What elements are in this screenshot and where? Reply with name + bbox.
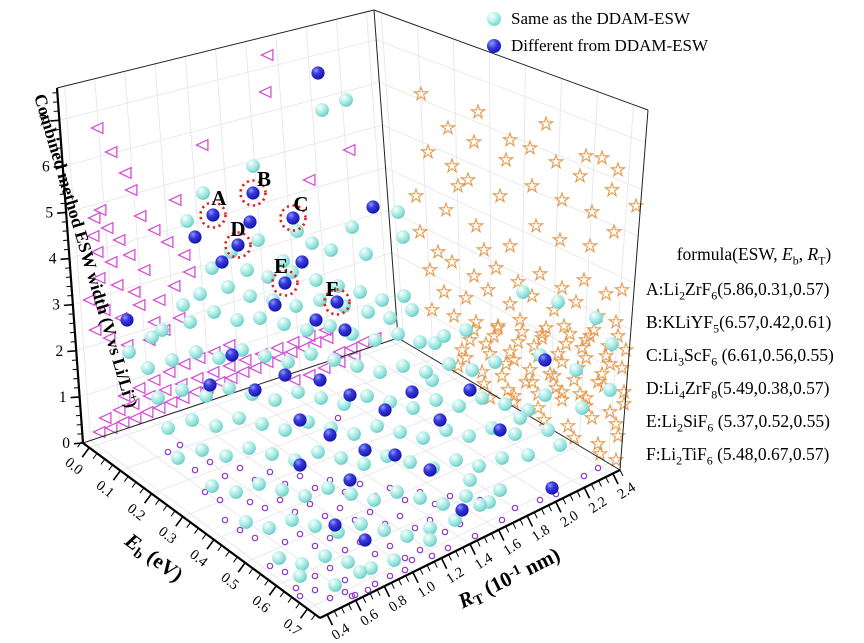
eb-tick-label: 0.1 — [93, 478, 117, 502]
rt-tick-label: 2.4 — [615, 479, 640, 503]
annotation-letter-A: A — [211, 186, 227, 210]
annotation-letter-E: E — [274, 254, 288, 278]
annotation-letter-B: B — [257, 167, 271, 191]
formula-entry-A: A:Li2ZrF6(5.86,0.31,0.57) — [646, 278, 830, 303]
formula-entry-E: E:Li2SiF6 (5.37,0.52,0.55) — [646, 410, 830, 435]
eb-tick-label: 0.7 — [280, 616, 304, 640]
formula-header: formula(ESW, Eb, RT) — [676, 244, 832, 268]
formula-entry-D: D:Li4ZrF8(5.49,0.38,0.57) — [646, 377, 830, 402]
eb-tick-label: 0.4 — [186, 547, 211, 571]
z-tick-label: 4 — [49, 251, 57, 268]
annotation-circle-F — [323, 288, 351, 316]
eb-tick-label: 0.6 — [249, 593, 273, 617]
z-axis-title: Combined method ESW width (V vs Li/Li+) — [30, 91, 143, 410]
legend-label-same: Same as the DDAM-ESW — [511, 8, 690, 28]
z-tick-label: 6 — [42, 158, 50, 175]
eb-tick-label: 0.5 — [218, 570, 242, 594]
rt-tick-label: 0.4 — [329, 620, 354, 643]
annotation-circle-D — [224, 231, 252, 259]
formula-entry-F: F:Li2TiF6 (5.48,0.67,0.57) — [646, 443, 830, 468]
rt-tick-label: 1.4 — [472, 550, 497, 574]
formula-entry-C: C:Li3ScF6 (6.61,0.56,0.55) — [646, 344, 834, 369]
eb-tick-label: 0.0 — [62, 455, 86, 479]
eb-tick-label: 0.2 — [124, 501, 148, 525]
z-tick-label: 0 — [62, 435, 70, 452]
annotation-circle-C — [279, 204, 307, 232]
annotation-circle-A — [199, 201, 227, 229]
z-tick-label: 3 — [52, 297, 60, 314]
legend: Same as the DDAM-ESW Different from DDAM… — [487, 5, 708, 59]
legend-label-different: Different from DDAM-ESW — [511, 35, 709, 55]
legend-item-different: Different from DDAM-ESW — [487, 32, 708, 59]
formula-entry-B: B:KLiYF5(6.57,0.42,0.61) — [646, 311, 832, 336]
annotation-letter-D: D — [230, 217, 245, 241]
series-blue-spheres — [120, 66, 559, 547]
formula-panel: formula(ESW, Eb, RT) A:Li2ZrF6(5.86,0.31… — [646, 244, 862, 471]
z-tick-label: 2 — [55, 343, 63, 360]
annotation-circle-B — [239, 179, 267, 207]
annotation-letter-F: F — [326, 277, 339, 301]
z-tick-label: 1 — [59, 389, 67, 406]
annotation-circle-E — [271, 269, 299, 297]
eb-tick-label: 0.3 — [155, 524, 179, 548]
cyan-sphere-icon — [487, 11, 501, 26]
annotation-letter-C: C — [293, 192, 308, 216]
blue-sphere-icon — [487, 38, 501, 53]
labeled-points: A BC D E F — [199, 167, 351, 316]
z-tick-label: 5 — [45, 204, 53, 221]
legend-item-same: Same as the DDAM-ESW — [487, 5, 708, 32]
svg-text:Combined method ESW width (V v: Combined method ESW width (V vs Li/Li+) — [30, 91, 143, 410]
z-tick-label: 7 — [39, 112, 47, 129]
